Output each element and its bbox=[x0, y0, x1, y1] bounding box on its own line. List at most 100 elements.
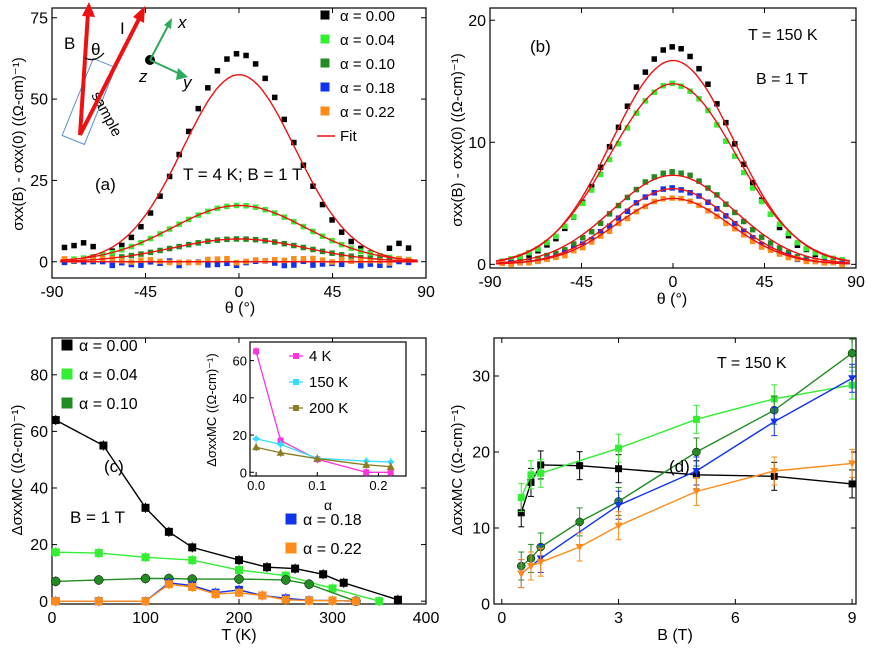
x-tick-label: 45 bbox=[756, 274, 774, 291]
sample-outline bbox=[61, 57, 117, 146]
data-point bbox=[692, 488, 701, 496]
x-axis-label: T (K) bbox=[221, 627, 256, 644]
x-tick-label: 0 bbox=[48, 610, 57, 627]
fit-line bbox=[496, 174, 850, 264]
data-point bbox=[319, 261, 326, 267]
data-point bbox=[723, 220, 729, 227]
data-point bbox=[319, 257, 326, 263]
data-point bbox=[176, 262, 182, 269]
fit-line bbox=[60, 204, 418, 261]
x-tick-label: 400 bbox=[413, 610, 440, 627]
data-point bbox=[526, 249, 532, 256]
data-point bbox=[785, 254, 792, 261]
data-point bbox=[195, 105, 202, 112]
data-point bbox=[614, 522, 623, 530]
data-point bbox=[393, 595, 402, 604]
y-axis-arrow bbox=[149, 59, 181, 75]
data-point bbox=[517, 494, 525, 502]
fit-line bbox=[495, 83, 851, 262]
data-point bbox=[358, 245, 364, 252]
data-point bbox=[758, 198, 765, 205]
data-point bbox=[642, 69, 649, 75]
data-point bbox=[188, 543, 197, 552]
data-point bbox=[517, 253, 523, 260]
data-point bbox=[758, 234, 765, 240]
data-point bbox=[377, 262, 383, 269]
data-point bbox=[358, 257, 364, 264]
data-point bbox=[741, 161, 747, 168]
data-point bbox=[692, 447, 701, 457]
y-tick-label: 30 bbox=[472, 369, 490, 386]
y-tick-label: 0 bbox=[39, 254, 48, 271]
inset-point bbox=[386, 462, 395, 470]
data-point bbox=[732, 153, 738, 159]
data-point bbox=[615, 202, 622, 209]
data-point bbox=[687, 53, 693, 60]
y-tick-label: 80 bbox=[30, 367, 48, 384]
data-point bbox=[94, 597, 103, 606]
data-point bbox=[624, 103, 631, 109]
data-point bbox=[351, 597, 360, 606]
data-point bbox=[624, 208, 631, 215]
y-tick-label: 20 bbox=[468, 13, 486, 30]
inset-y-tick-label: 40 bbox=[233, 391, 247, 406]
series-line bbox=[520, 462, 853, 575]
data-point bbox=[338, 261, 345, 268]
data-point bbox=[328, 584, 337, 593]
x-tick-label: 200 bbox=[226, 610, 253, 627]
data-point bbox=[109, 262, 116, 269]
data-point bbox=[553, 254, 559, 261]
data-point bbox=[714, 101, 720, 107]
data-point bbox=[51, 416, 60, 425]
data-point bbox=[235, 556, 243, 565]
data-point bbox=[803, 245, 810, 252]
fit-line bbox=[60, 238, 418, 262]
data-point bbox=[732, 225, 738, 232]
data-point bbox=[776, 221, 783, 227]
data-point bbox=[51, 548, 60, 557]
data-point bbox=[527, 471, 535, 479]
data-point bbox=[291, 262, 297, 268]
data-point bbox=[669, 169, 675, 175]
data-point bbox=[696, 65, 702, 72]
legend-marker bbox=[320, 106, 330, 116]
data-point bbox=[164, 527, 173, 536]
inset-y-tick-label: 0 bbox=[240, 465, 247, 480]
data-point bbox=[328, 596, 337, 605]
data-point bbox=[310, 262, 316, 268]
data-point bbox=[141, 553, 150, 562]
legend-label: α = 0.22 bbox=[303, 541, 362, 558]
x-tick-label: -90 bbox=[40, 284, 63, 301]
inset-legend-label: 200 K bbox=[309, 400, 348, 417]
x-tick-label: -45 bbox=[134, 284, 157, 301]
fit-line bbox=[495, 59, 851, 262]
data-point bbox=[233, 51, 240, 57]
inset-legend-label: 4 K bbox=[309, 348, 332, 365]
data-point bbox=[80, 256, 87, 263]
data-point bbox=[258, 591, 267, 600]
data-point bbox=[749, 235, 756, 241]
data-point bbox=[119, 242, 125, 249]
data-point bbox=[770, 418, 779, 426]
data-point bbox=[166, 259, 173, 266]
data-point bbox=[94, 549, 103, 558]
y-tick-label: 20 bbox=[30, 537, 48, 554]
data-point bbox=[732, 209, 738, 216]
sample-label: sample bbox=[87, 89, 125, 140]
data-point bbox=[80, 240, 87, 246]
data-point bbox=[615, 444, 623, 452]
data-point bbox=[562, 247, 568, 253]
data-point bbox=[696, 178, 702, 184]
data-point bbox=[195, 259, 202, 266]
y-axis-letter: y bbox=[182, 73, 193, 92]
inset-x-axis-label: α bbox=[324, 497, 332, 513]
inset-legend-marker bbox=[293, 353, 299, 359]
data-point bbox=[732, 221, 738, 227]
data-point bbox=[252, 257, 259, 263]
data-point bbox=[128, 234, 135, 241]
y-tick-label: 0 bbox=[39, 594, 48, 611]
data-point bbox=[234, 574, 244, 584]
data-point bbox=[714, 213, 720, 220]
data-point bbox=[517, 509, 525, 517]
data-point bbox=[386, 260, 393, 266]
